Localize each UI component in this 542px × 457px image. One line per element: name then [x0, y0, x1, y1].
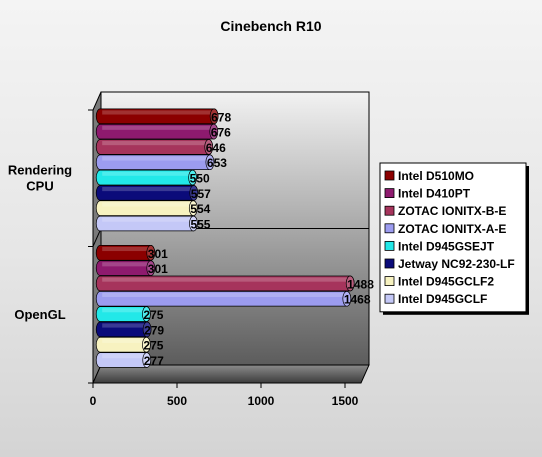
legend-item-intel-d945gclf: Intel D945GCLF [384, 292, 487, 306]
data-label-intel-d945gclf-opengl: 277 [144, 354, 164, 368]
legend-label: Jetway NC92-230-LF [398, 257, 515, 271]
legend-item-intel-d510mo: Intel D510MO [384, 169, 474, 183]
data-label-zotac-ionitx-b-e-rendering-cpu: 646 [206, 141, 226, 155]
legend-item-intel-d410pt: Intel D410PT [384, 187, 471, 201]
bar-zotac-ionitx-b-e-rendering-cpu [95, 139, 214, 155]
bar-intel-d945gclf-opengl [95, 352, 152, 368]
legend-label: Intel D410PT [398, 187, 471, 201]
bar-jetway-nc92-230-lf-rendering-cpu [95, 185, 199, 201]
legend-item-zotac-ionitx-a-e: ZOTAC IONITX-A-E [384, 222, 506, 236]
floor [92, 364, 370, 384]
category-label-rendering-cpu: Rendering CPU [8, 162, 72, 193]
data-label-intel-d945gsejt-opengl: 275 [143, 308, 163, 322]
legend-swatch [384, 276, 395, 287]
data-label-intel-d945gclf2-rendering-cpu: 554 [190, 202, 210, 216]
labels-layer: 5555545575506536466766782772752792751468… [143, 110, 374, 368]
data-label-intel-d945gclf2-opengl: 275 [143, 339, 163, 353]
legend-item-jetway-nc92-230-lf: Jetway NC92-230-LF [384, 257, 515, 271]
legend-label: Intel D945GCLF [398, 292, 487, 306]
data-label-jetway-nc92-230-lf-rendering-cpu: 557 [191, 187, 211, 201]
bar-zotac-ionitx-a-e-rendering-cpu [95, 154, 215, 170]
bar-intel-d410pt-rendering-cpu [95, 123, 219, 140]
data-label-intel-d510mo-rendering-cpu: 678 [211, 110, 231, 124]
legend-label: ZOTAC IONITX-A-E [398, 222, 506, 236]
x-tick-label: 0 [90, 394, 97, 408]
data-label-zotac-ionitx-b-e-opengl: 1488 [347, 277, 374, 291]
legend-swatch [384, 170, 395, 181]
bar-zotac-ionitx-a-e-opengl [95, 290, 352, 307]
legend-item-zotac-ionitx-b-e: ZOTAC IONITX-B-E [384, 204, 506, 218]
x-tick-label: 1000 [248, 394, 275, 408]
bars-layer [95, 108, 355, 368]
bar-intel-d410pt-opengl [95, 260, 156, 276]
legend-label: Intel D945GCLF2 [398, 275, 494, 289]
x-tick-label: 1500 [332, 394, 359, 408]
legend: Intel D510MO Intel D410PT ZOTAC IONITX-B-E… [379, 162, 529, 315]
data-label-intel-d945gclf-rendering-cpu: 555 [190, 217, 210, 231]
legend-box [379, 162, 527, 313]
bar-intel-d945gsejt-opengl [95, 306, 151, 322]
category-label-opengl: OpenGL [14, 307, 65, 322]
legend-swatch [384, 240, 395, 251]
legend-swatch [384, 205, 395, 216]
bar-intel-d945gclf-rendering-cpu [95, 215, 198, 232]
bar-intel-d945gsejt-rendering-cpu [95, 169, 197, 186]
legend-swatch [384, 223, 395, 234]
bar-jetway-nc92-230-lf-opengl [95, 321, 152, 338]
legend-item-intel-d945gclf2: Intel D945GCLF2 [384, 275, 494, 289]
data-label-intel-d410pt-opengl: 301 [148, 262, 168, 276]
category-divider [88, 228, 369, 247]
legend-label: Intel D945GSEJT [398, 239, 495, 253]
data-label-zotac-ionitx-a-e-rendering-cpu: 653 [207, 156, 227, 170]
legend-swatch [384, 188, 395, 199]
bar-intel-d945gclf2-opengl [95, 336, 151, 353]
legend-label: ZOTAC IONITX-B-E [398, 204, 506, 218]
data-label-jetway-nc92-230-lf-opengl: 279 [144, 323, 164, 337]
legend-label: Intel D510MO [398, 169, 474, 183]
data-label-intel-d945gsejt-rendering-cpu: 550 [190, 172, 210, 186]
bar-intel-d510mo-rendering-cpu [95, 108, 219, 125]
legend-swatch [384, 258, 395, 269]
data-label-intel-d410pt-rendering-cpu: 676 [211, 126, 231, 140]
bar-intel-d510mo-opengl [95, 245, 156, 261]
x-tick-label: 500 [167, 394, 187, 408]
bar-zotac-ionitx-b-e-opengl [95, 275, 355, 292]
bar-intel-d945gclf2-rendering-cpu [95, 200, 198, 216]
data-label-zotac-ionitx-a-e-opengl: 1468 [344, 293, 371, 307]
legend-swatch [384, 293, 395, 304]
data-label-intel-d510mo-opengl: 301 [148, 247, 168, 261]
legend-item-intel-d945gsejt: Intel D945GSEJT [384, 239, 495, 253]
chart-title: Cinebench R10 [220, 18, 321, 34]
